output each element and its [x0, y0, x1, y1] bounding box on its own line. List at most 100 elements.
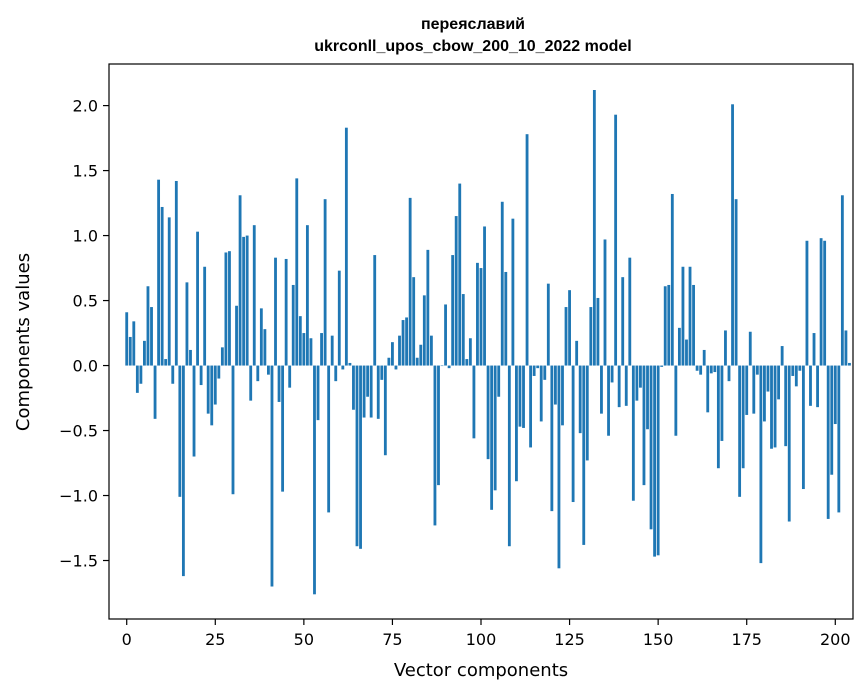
y-tick-label: −0.5 [59, 422, 98, 441]
bar-component-82 [415, 357, 419, 366]
bar-component-189 [794, 365, 798, 387]
bar-component-73 [383, 365, 387, 456]
bar-component-111 [518, 365, 522, 427]
bar-component-51 [305, 225, 309, 366]
x-tick-label: 200 [820, 630, 851, 649]
bar-component-175 [745, 365, 749, 415]
bar-component-158 [685, 339, 688, 366]
bar-component-75 [391, 342, 394, 366]
bar-component-179 [759, 365, 763, 564]
y-tick-label: 0.5 [73, 292, 98, 311]
bar-component-31 [235, 305, 238, 366]
chart-title: переяславий [421, 16, 525, 33]
bar-component-144 [635, 365, 639, 401]
bar-component-130 [585, 365, 589, 461]
bar-component-9 [157, 179, 161, 366]
bar-component-126 [571, 365, 575, 503]
bar-component-86 [429, 335, 433, 366]
bar-component-201 [837, 365, 841, 513]
bar-component-53 [313, 365, 316, 595]
bar-component-106 [500, 201, 504, 366]
bar-component-35 [249, 365, 253, 401]
bar-component-177 [752, 365, 756, 414]
bar-component-59 [334, 365, 338, 382]
bar-component-142 [628, 257, 632, 366]
bar-component-140 [621, 277, 625, 366]
bar-component-173 [738, 365, 742, 497]
bar-component-8 [153, 365, 157, 419]
bar-component-78 [401, 320, 405, 366]
bar-component-96 [465, 359, 469, 366]
bar-component-38 [259, 308, 263, 366]
bar-component-44 [281, 365, 285, 492]
bar-component-185 [780, 346, 784, 366]
bar-component-87 [433, 365, 437, 526]
bar-component-20 [196, 231, 199, 366]
bar-component-68 [366, 365, 370, 397]
bar-component-7 [150, 307, 153, 366]
bar-component-70 [373, 255, 377, 366]
x-tick-label: 100 [466, 630, 497, 649]
bar-component-113 [525, 134, 529, 366]
bar-component-55 [320, 333, 323, 366]
bar-component-178 [755, 365, 759, 375]
bar-component-163 [702, 349, 706, 366]
bar-component-167 [716, 365, 720, 469]
bar-component-0 [125, 312, 129, 366]
bar-component-192 [805, 240, 809, 366]
bar-component-77 [398, 335, 401, 366]
bar-component-181 [766, 365, 770, 392]
bar-component-85 [426, 249, 430, 366]
bar-component-32 [238, 195, 242, 366]
bar-component-74 [387, 357, 391, 366]
bar-component-21 [199, 365, 203, 386]
bar-component-88 [437, 365, 440, 486]
bar-component-139 [617, 365, 621, 408]
bar-component-151 [660, 365, 664, 367]
chart-subtitle: ukrconll_upos_cbow_200_10_2022 model [314, 38, 631, 55]
bar-component-101 [483, 226, 486, 366]
bar-component-132 [592, 90, 596, 366]
x-tick-label: 25 [205, 630, 225, 649]
bar-component-125 [568, 290, 571, 366]
bar-component-36 [252, 225, 256, 366]
bar-component-62 [344, 127, 348, 366]
bar-component-103 [490, 365, 494, 510]
bar-component-105 [497, 365, 501, 397]
bar-component-71 [376, 365, 380, 419]
bar-component-119 [546, 283, 550, 366]
bar-component-133 [596, 297, 600, 366]
bar-component-148 [649, 365, 653, 530]
bar-component-52 [309, 338, 313, 366]
plot-frame [108, 63, 854, 620]
bar-component-188 [791, 365, 795, 376]
bar-component-33 [242, 236, 246, 366]
bar-component-108 [507, 365, 511, 547]
bar-component-160 [692, 284, 695, 366]
bar-component-143 [631, 365, 635, 501]
bar-component-166 [713, 365, 717, 373]
y-tick-label: 1.5 [73, 162, 98, 181]
bar-component-161 [695, 365, 699, 371]
bar-component-2 [132, 321, 136, 366]
bar-component-41 [270, 365, 274, 587]
bar-component-16 [181, 365, 185, 577]
y-axis-label: Components values [13, 253, 34, 431]
bar-component-50 [302, 333, 306, 366]
bar-component-109 [511, 218, 515, 366]
bar-component-11 [164, 359, 168, 366]
bar-component-153 [667, 284, 671, 366]
bar-component-123 [561, 365, 564, 426]
bar-component-199 [830, 365, 834, 475]
bar-component-34 [245, 235, 249, 366]
bar-component-102 [486, 365, 490, 460]
bar-component-120 [550, 365, 554, 512]
bar-component-39 [263, 329, 267, 366]
bar-component-48 [295, 178, 299, 366]
bar-component-19 [192, 365, 196, 457]
bar-component-159 [688, 266, 692, 366]
bar-component-100 [479, 268, 483, 366]
bar-component-172 [734, 199, 738, 366]
x-tick-label: 175 [731, 630, 762, 649]
bar-component-14 [174, 180, 178, 366]
